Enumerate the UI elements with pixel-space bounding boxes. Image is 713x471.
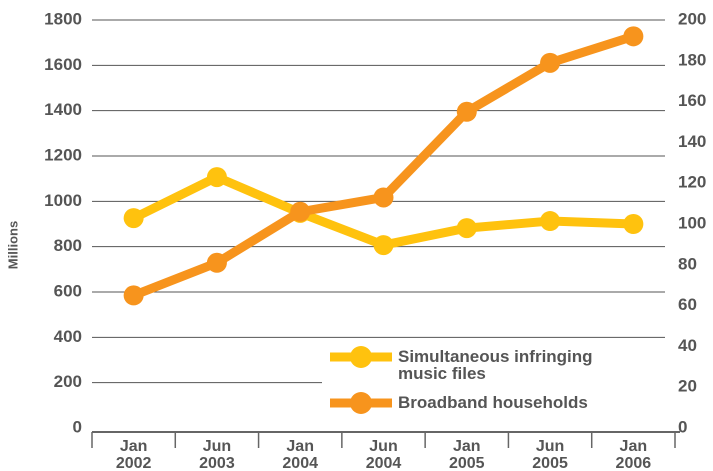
- point: [623, 214, 644, 234]
- point: [373, 187, 394, 208]
- x-tick-label: Jan 2006: [615, 438, 652, 471]
- legend-marker: [350, 392, 372, 414]
- x-tick-label: Jun 2003: [199, 438, 235, 471]
- x-tick-label: Jun 2004: [365, 438, 402, 471]
- point: [540, 52, 561, 73]
- x-tick-label: Jan 2005: [448, 438, 485, 471]
- x-tick-label: Jan 2004: [282, 438, 318, 471]
- y-tick-label: 1600: [44, 55, 82, 74]
- y-tick-label: 600: [54, 281, 82, 300]
- y2-tick-label: 180: [678, 50, 706, 69]
- point: [623, 26, 644, 47]
- line-series: [131, 172, 634, 250]
- y-tick-label: 200: [54, 372, 82, 391]
- y2-tick-label: 200: [678, 9, 706, 28]
- point: [290, 201, 311, 222]
- y-tick-label: 0: [73, 417, 82, 436]
- legend-marker: [350, 346, 372, 368]
- line-series: [132, 32, 635, 300]
- y2-tick-label: 0: [678, 417, 687, 436]
- point: [540, 211, 561, 232]
- y2-tick-label: 120: [678, 173, 706, 192]
- y-tick-label: 1200: [44, 145, 82, 164]
- y-tick-label: 400: [54, 327, 82, 346]
- x-tick-label: Jan 2002: [115, 438, 152, 471]
- x-tick-label: Jun 2005: [532, 438, 568, 471]
- point: [456, 218, 477, 239]
- point: [123, 285, 144, 306]
- y2-tick-label: 80: [678, 254, 697, 273]
- y2-tick-label: 100: [678, 213, 706, 232]
- legend-label: Broadband households: [398, 393, 588, 412]
- y-tick-label: 800: [54, 236, 82, 255]
- y2-tick-label: 20: [678, 377, 697, 396]
- y2-tick-label: 40: [678, 336, 697, 355]
- y2-tick-label: 140: [678, 132, 706, 151]
- point: [373, 235, 394, 256]
- y-tick-label: 1000: [44, 191, 82, 210]
- y-tick-label: 1800: [44, 9, 82, 28]
- y-tick-label: 1400: [44, 100, 82, 119]
- legend-label: Simultaneous infringing music files: [398, 347, 593, 383]
- point: [456, 101, 477, 122]
- point: [206, 252, 227, 273]
- y-axis-title: Millions: [5, 221, 20, 269]
- point: [123, 208, 144, 229]
- y2-tick-label: 60: [678, 295, 697, 314]
- y2-tick-label: 160: [678, 91, 706, 110]
- point: [206, 167, 227, 188]
